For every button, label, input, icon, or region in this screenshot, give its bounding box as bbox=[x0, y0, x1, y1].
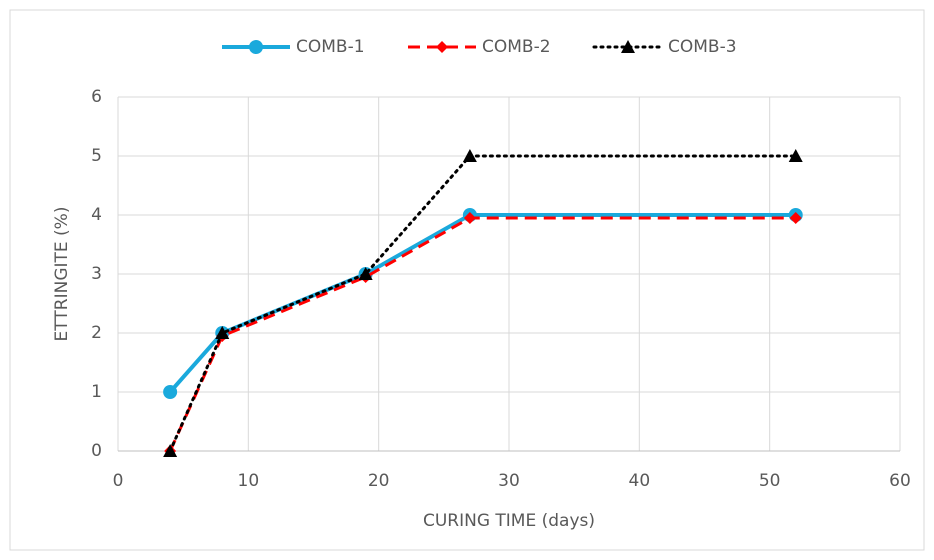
marker bbox=[788, 149, 803, 162]
legend-label: COMB-1 bbox=[296, 37, 365, 57]
legend-label: COMB-3 bbox=[668, 37, 737, 57]
y-tick-label: 1 bbox=[91, 382, 102, 402]
marker bbox=[163, 385, 178, 399]
y-tick-label: 0 bbox=[91, 441, 102, 461]
legend-marker bbox=[249, 40, 263, 54]
y-tick-label: 3 bbox=[91, 264, 102, 284]
y-tick-label: 4 bbox=[91, 205, 102, 225]
y-axis-label: ETTRINGITE (%) bbox=[52, 207, 72, 342]
x-tick-label: 50 bbox=[759, 471, 781, 491]
x-axis-label: CURING TIME (days) bbox=[423, 511, 595, 531]
series-line bbox=[168, 154, 798, 453]
legend-marker bbox=[436, 41, 448, 53]
chart-frame bbox=[9, 9, 925, 551]
x-tick-label: 30 bbox=[498, 471, 520, 491]
x-tick-label: 20 bbox=[368, 471, 390, 491]
x-tick-label: 60 bbox=[889, 471, 911, 491]
legend-marker bbox=[621, 40, 635, 53]
y-tick-label: 5 bbox=[91, 146, 102, 166]
marker bbox=[215, 326, 230, 339]
legend-label: COMB-2 bbox=[482, 37, 551, 57]
marker bbox=[463, 211, 476, 224]
marker bbox=[789, 211, 802, 224]
y-tick-label: 2 bbox=[91, 323, 102, 343]
marker bbox=[462, 149, 477, 162]
marker bbox=[163, 444, 178, 457]
x-tick-label: 0 bbox=[113, 471, 124, 491]
y-tick-label: 6 bbox=[91, 87, 102, 107]
x-tick-label: 10 bbox=[238, 471, 260, 491]
marker bbox=[358, 267, 373, 280]
x-tick-label: 40 bbox=[629, 471, 651, 491]
